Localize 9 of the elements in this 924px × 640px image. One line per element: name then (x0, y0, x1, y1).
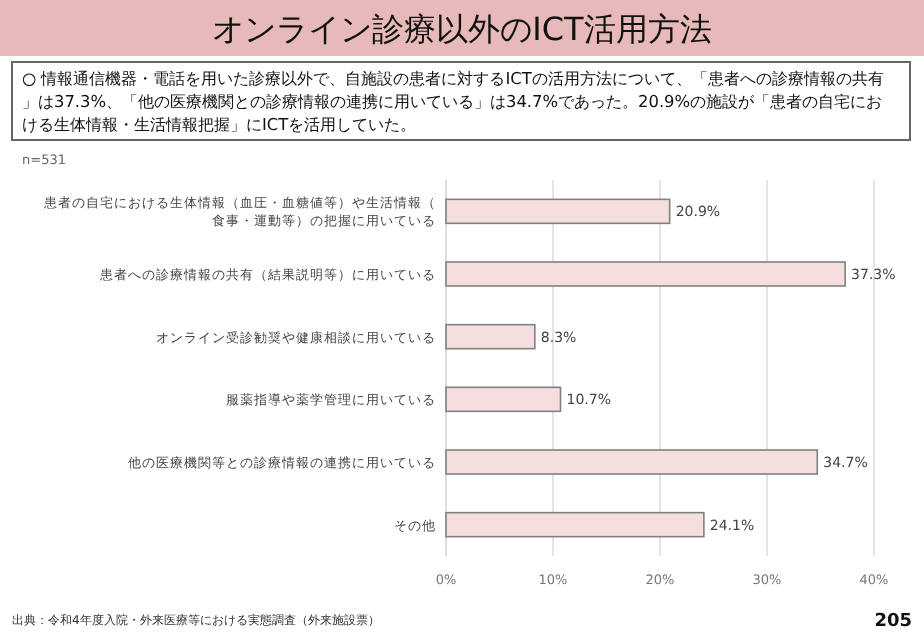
bar (445, 198, 671, 225)
bar (445, 261, 846, 287)
bar (445, 323, 536, 350)
text: 205 (874, 612, 912, 632)
bar (445, 386, 562, 413)
bar (445, 511, 705, 538)
bar (445, 449, 819, 475)
chart-title: オンライン診療以外のICT活用方法 (212, 10, 712, 48)
text: ○ 情報通信機器・電話を用いた診療以外で、自施設の患者に対するICTの活用方法について、「患者への診療情報の共有」は37.3%、「他の医療機関との診療情報の連携に用いている」は34.7%であった。20.9%の施設が「患者の自宅における生体情報・生活情報把握」にICTを活用していた。 (22, 68, 884, 134)
